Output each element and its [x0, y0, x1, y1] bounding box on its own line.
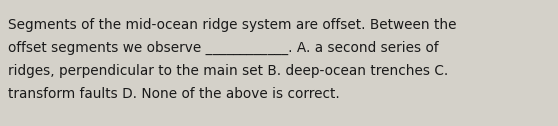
Text: ridges, perpendicular to the main set B. deep-ocean trenches C.: ridges, perpendicular to the main set B.…: [8, 64, 448, 78]
Text: Segments of the mid-ocean ridge system are offset. Between the: Segments of the mid-ocean ridge system a…: [8, 18, 456, 32]
Text: offset segments we observe ____________. A. a second series of: offset segments we observe ____________.…: [8, 41, 439, 55]
Text: transform faults D. None of the above is correct.: transform faults D. None of the above is…: [8, 87, 340, 101]
